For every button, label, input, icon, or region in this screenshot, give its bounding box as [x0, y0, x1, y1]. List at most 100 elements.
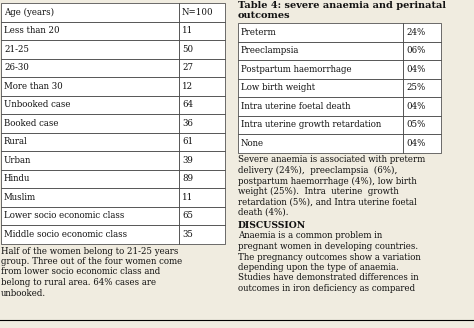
- Text: retardation (5%), and Intra uterine foetal: retardation (5%), and Intra uterine foet…: [238, 197, 417, 207]
- Text: None: None: [241, 139, 264, 148]
- Text: Unbooked case: Unbooked case: [4, 100, 71, 109]
- Text: death (4%).: death (4%).: [238, 208, 289, 217]
- Text: delivery (24%),  preeclampsia  (6%),: delivery (24%), preeclampsia (6%),: [238, 166, 397, 175]
- Text: Rural: Rural: [4, 137, 28, 146]
- Text: outcomes: outcomes: [238, 11, 291, 20]
- Bar: [238, 78, 403, 97]
- Text: postpartum haemorrhage (4%), low birth: postpartum haemorrhage (4%), low birth: [238, 176, 417, 186]
- Bar: [179, 133, 225, 151]
- Text: Muslim: Muslim: [4, 193, 36, 202]
- Bar: [1, 151, 179, 170]
- Text: outcomes in iron deficiency as compared: outcomes in iron deficiency as compared: [238, 284, 415, 293]
- Bar: [238, 60, 403, 78]
- Bar: [179, 207, 225, 225]
- Text: 61: 61: [182, 137, 193, 146]
- Text: The pregnancy outcomes show a variation: The pregnancy outcomes show a variation: [238, 253, 421, 261]
- Bar: [1, 3, 179, 22]
- Bar: [179, 58, 225, 77]
- Text: 35: 35: [182, 230, 193, 239]
- Text: 24%: 24%: [406, 28, 425, 37]
- Text: Postpartum haemorrhage: Postpartum haemorrhage: [241, 65, 352, 74]
- Text: 65: 65: [182, 211, 193, 220]
- Bar: [179, 225, 225, 243]
- Bar: [238, 42, 403, 60]
- Text: pregnant women in developing countries.: pregnant women in developing countries.: [238, 242, 418, 251]
- Text: 05%: 05%: [406, 120, 425, 129]
- Bar: [179, 170, 225, 188]
- Text: 36: 36: [182, 119, 193, 128]
- Bar: [1, 58, 179, 77]
- Text: from lower socio economic class and: from lower socio economic class and: [1, 268, 160, 277]
- Text: unbooked.: unbooked.: [1, 289, 46, 297]
- Text: Half of the women belong to 21-25 years: Half of the women belong to 21-25 years: [1, 247, 178, 256]
- Bar: [403, 42, 441, 60]
- Text: 27: 27: [182, 63, 193, 72]
- Bar: [238, 97, 403, 115]
- Text: 39: 39: [182, 156, 193, 165]
- Text: Lower socio economic class: Lower socio economic class: [4, 211, 124, 220]
- Text: 11: 11: [182, 26, 193, 35]
- Bar: [179, 114, 225, 133]
- Bar: [179, 40, 225, 58]
- Bar: [238, 23, 403, 42]
- Bar: [179, 188, 225, 207]
- Text: Middle socio economic class: Middle socio economic class: [4, 230, 127, 239]
- Text: 04%: 04%: [406, 102, 425, 111]
- Bar: [403, 134, 441, 153]
- Text: 12: 12: [182, 82, 193, 91]
- Bar: [403, 115, 441, 134]
- Text: 04%: 04%: [406, 139, 425, 148]
- Text: Studies have demonstrated differences in: Studies have demonstrated differences in: [238, 274, 419, 282]
- Text: Severe anaemia is associated with preterm: Severe anaemia is associated with preter…: [238, 155, 425, 165]
- Text: Table 4: severe anaemia and perinatal: Table 4: severe anaemia and perinatal: [238, 1, 446, 10]
- Text: weight (25%).  Intra  uterine  growth: weight (25%). Intra uterine growth: [238, 187, 399, 196]
- Text: Intra uterine growth retardation: Intra uterine growth retardation: [241, 120, 381, 129]
- Text: Less than 20: Less than 20: [4, 26, 60, 35]
- Text: Intra uterine foetal death: Intra uterine foetal death: [241, 102, 350, 111]
- Bar: [1, 207, 179, 225]
- Text: 25%: 25%: [406, 83, 425, 92]
- Bar: [1, 40, 179, 58]
- Bar: [1, 114, 179, 133]
- Text: 06%: 06%: [406, 46, 425, 55]
- Text: depending upon the type of anaemia.: depending upon the type of anaemia.: [238, 263, 399, 272]
- Bar: [179, 95, 225, 114]
- Bar: [1, 95, 179, 114]
- Text: N=100: N=100: [182, 8, 214, 17]
- Text: group. Three out of the four women come: group. Three out of the four women come: [1, 257, 182, 266]
- Text: Low birth weight: Low birth weight: [241, 83, 315, 92]
- Bar: [179, 77, 225, 95]
- Bar: [238, 115, 403, 134]
- Text: Anaemia is a common problem in: Anaemia is a common problem in: [238, 232, 382, 240]
- Bar: [1, 22, 179, 40]
- Bar: [1, 225, 179, 243]
- Text: belong to rural area. 64% cases are: belong to rural area. 64% cases are: [1, 278, 156, 287]
- Text: DISCUSSION: DISCUSSION: [238, 220, 306, 230]
- Bar: [238, 134, 403, 153]
- Bar: [403, 60, 441, 78]
- Text: 21-25: 21-25: [4, 45, 29, 54]
- Text: Urban: Urban: [4, 156, 31, 165]
- Text: 89: 89: [182, 174, 193, 183]
- Text: 50: 50: [182, 45, 193, 54]
- Bar: [403, 23, 441, 42]
- Bar: [1, 77, 179, 95]
- Bar: [179, 22, 225, 40]
- Text: Preeclampsia: Preeclampsia: [241, 46, 300, 55]
- Bar: [403, 78, 441, 97]
- Text: 04%: 04%: [406, 65, 425, 74]
- Text: 26-30: 26-30: [4, 63, 29, 72]
- Text: Hindu: Hindu: [4, 174, 30, 183]
- Bar: [1, 170, 179, 188]
- Bar: [179, 151, 225, 170]
- Text: More than 30: More than 30: [4, 82, 63, 91]
- Bar: [1, 188, 179, 207]
- Text: 11: 11: [182, 193, 193, 202]
- Bar: [403, 97, 441, 115]
- Bar: [1, 133, 179, 151]
- Bar: [179, 3, 225, 22]
- Text: Age (years): Age (years): [4, 8, 54, 17]
- Text: Preterm: Preterm: [241, 28, 277, 37]
- Text: 64: 64: [182, 100, 193, 109]
- Text: Booked case: Booked case: [4, 119, 58, 128]
